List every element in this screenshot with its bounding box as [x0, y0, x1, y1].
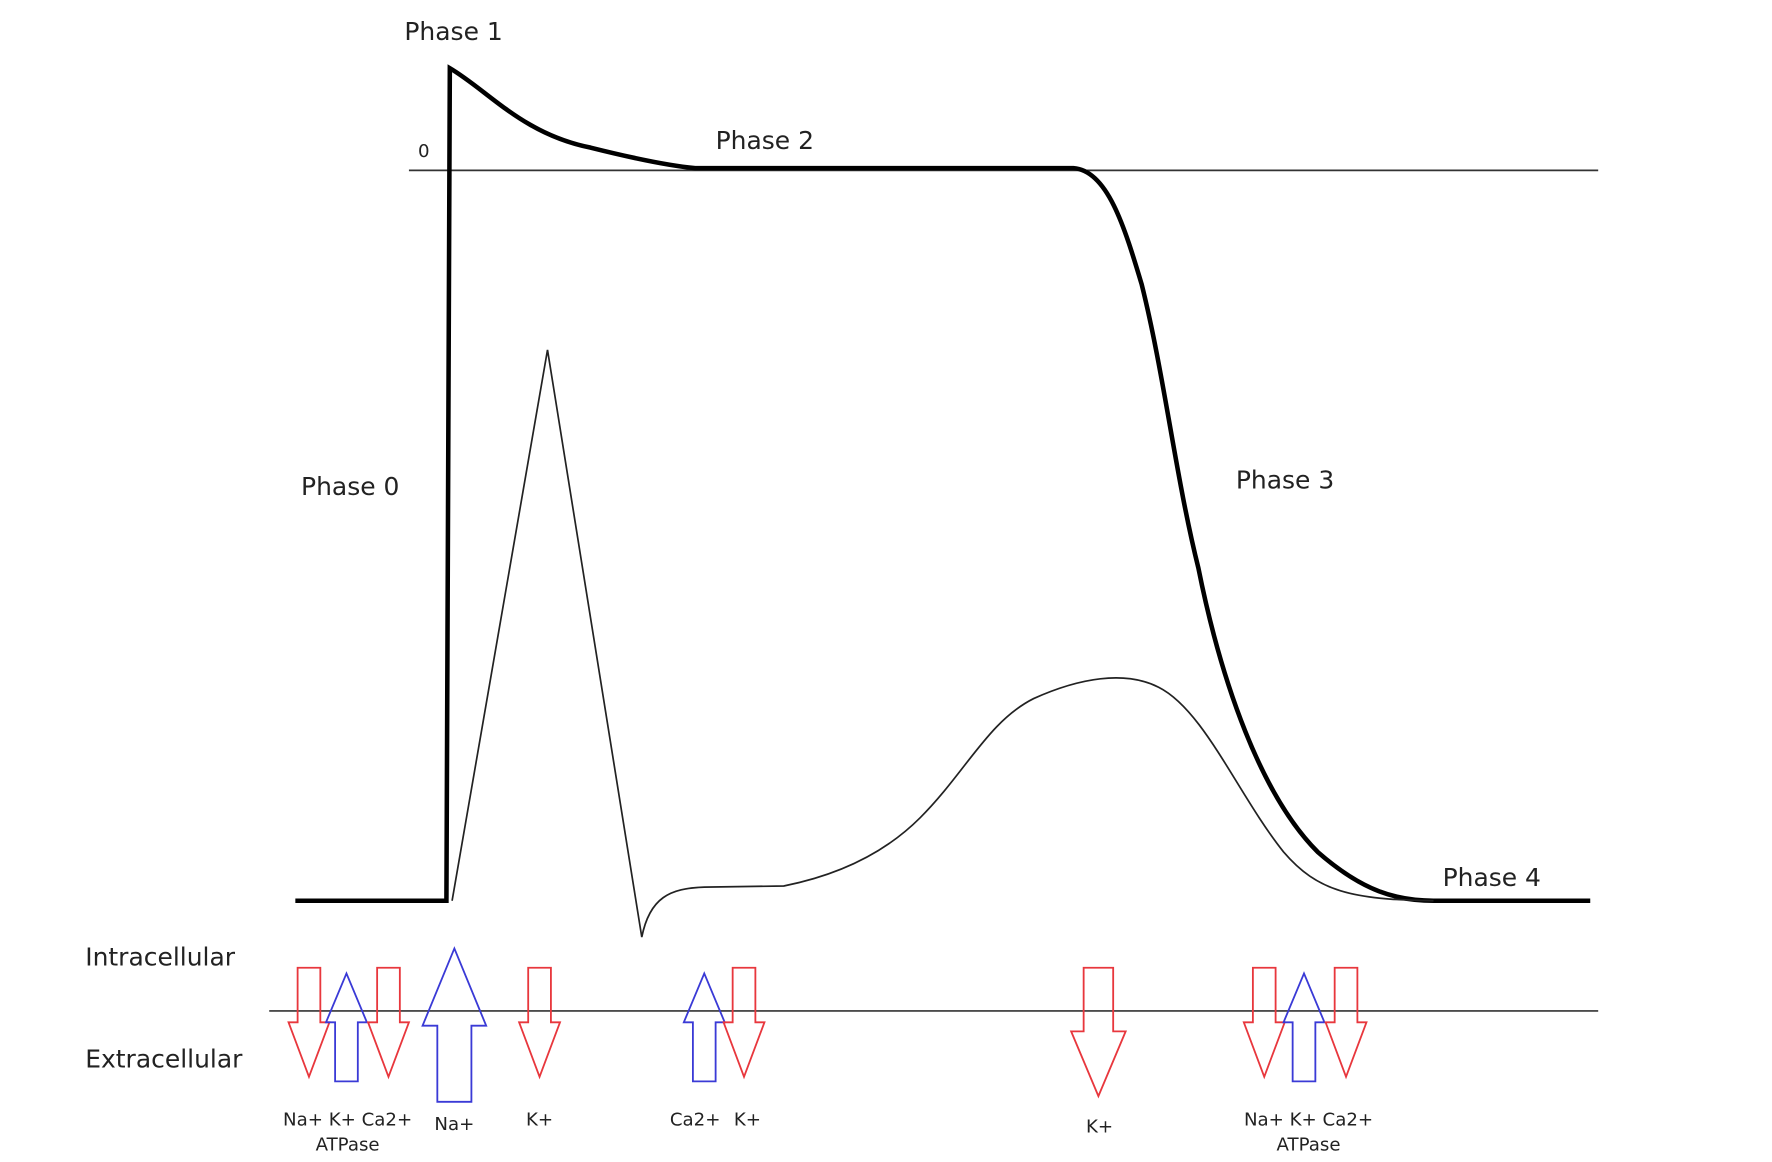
membrane-label: Intracellular: [85, 942, 236, 971]
ion-arrow: [1324, 966, 1368, 1080]
ion-label: K+: [526, 1110, 553, 1131]
action-potential-curve: [295, 64, 1591, 904]
ion-arrow: [722, 966, 766, 1080]
ion-arrow: [1242, 966, 1287, 1080]
phase-label: Phase 1: [404, 17, 502, 46]
ion-arrow: [1282, 971, 1326, 1083]
ion-label: Na+ K+ Ca2+: [1244, 1110, 1373, 1131]
ion-label: ATPase: [316, 1135, 380, 1156]
ion-arrow: [1069, 966, 1128, 1099]
zero-label: 0: [418, 141, 430, 162]
ion-arrow: [366, 966, 411, 1080]
ion-label: K+: [1086, 1116, 1113, 1137]
ion-arrow: [324, 971, 369, 1083]
current-curve: [451, 349, 1434, 938]
ion-arrow: [287, 966, 331, 1080]
phase-label: Phase 0: [301, 472, 399, 501]
ion-arrow: [517, 966, 562, 1080]
membrane-label: Extracellular: [85, 1045, 243, 1074]
ion-arrows: [287, 946, 1368, 1103]
ion-label: ATPase: [1277, 1135, 1341, 1156]
ion-label: Ca2+: [670, 1110, 721, 1131]
phase-label: Phase 2: [716, 126, 814, 155]
phase-label: Phase 3: [1236, 465, 1334, 494]
ion-label: Na+: [434, 1114, 474, 1135]
phase-label: Phase 4: [1443, 863, 1541, 892]
ion-arrow: [682, 971, 727, 1083]
ion-labels: Na+ K+ Ca2+ ATPase Na+ K+ Ca2+ K+ K+ Na+ K+ Ca2…: [283, 1110, 1373, 1156]
ion-arrow: [421, 946, 488, 1103]
ion-label: Na+ K+ Ca2+: [283, 1110, 412, 1131]
ion-label: K+: [734, 1110, 761, 1131]
